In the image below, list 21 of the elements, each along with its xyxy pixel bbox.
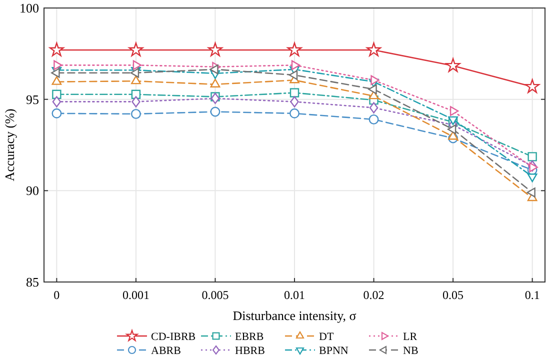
x-tick-label: 0.001 xyxy=(122,288,150,302)
legend-label: EBRB xyxy=(235,330,264,343)
legend-label: HBRB xyxy=(235,344,265,357)
legend-label: ABRB xyxy=(151,344,181,357)
legend-label: LR xyxy=(403,330,418,343)
x-tick-label: 0.005 xyxy=(202,288,229,302)
legend-label: NB xyxy=(403,344,418,357)
y-tick-label: 90 xyxy=(26,183,39,198)
x-tick-label: 0.01 xyxy=(284,288,305,302)
legend-label: CD-IBRB xyxy=(151,330,196,343)
x-tick-label: 0 xyxy=(54,288,60,302)
y-tick-label: 100 xyxy=(20,0,39,16)
y-tick-label: 85 xyxy=(26,274,39,290)
x-tick-label: 0.1 xyxy=(524,288,540,302)
legend-label: DT xyxy=(319,330,334,343)
x-tick-label: 0.05 xyxy=(442,288,464,302)
legend-label: BPNN xyxy=(319,344,348,357)
y-tick-label: 95 xyxy=(26,92,39,107)
x-axis-title: Disturbance intensity, σ xyxy=(232,308,356,323)
y-axis-title: Accuracy (%) xyxy=(2,108,17,182)
x-tick-label: 0.02 xyxy=(363,288,384,302)
